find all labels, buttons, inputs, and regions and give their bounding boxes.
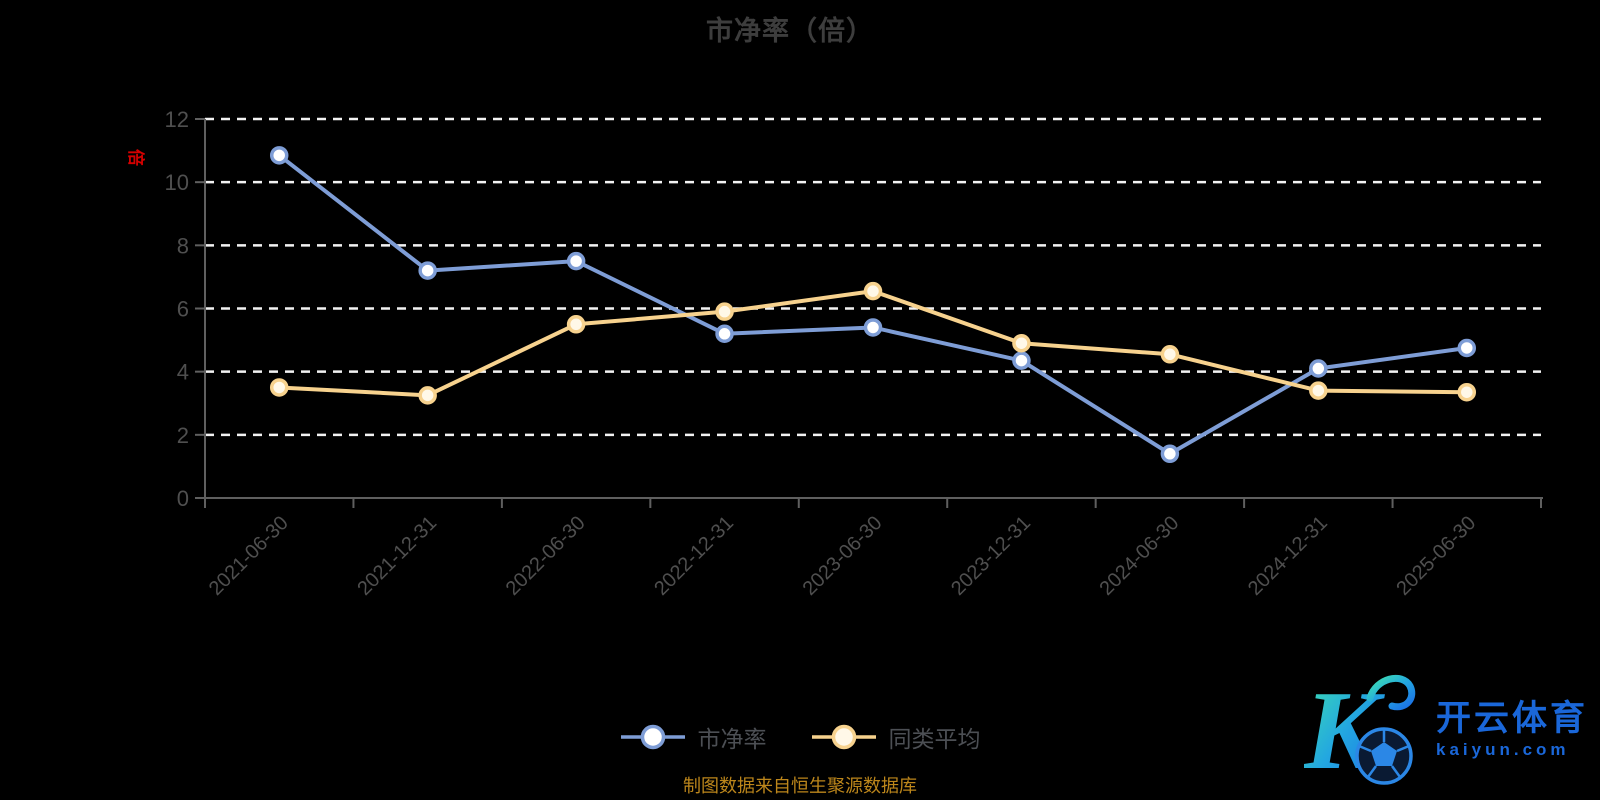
logo-swirl-icon xyxy=(1366,674,1416,711)
x-tick-label: 2022-12-31 xyxy=(650,512,738,600)
data-point-marker[interactable] xyxy=(715,302,734,321)
data-point-marker[interactable] xyxy=(1457,338,1477,358)
data-point-marker[interactable] xyxy=(269,378,289,397)
data-point-marker[interactable] xyxy=(418,386,437,405)
data-point-marker[interactable] xyxy=(863,281,883,301)
logo-domain: kaiyun.com xyxy=(1435,739,1570,759)
data-point-marker[interactable] xyxy=(715,324,734,344)
footer-data-source-note: 制图数据来自恒生聚源数据库 xyxy=(683,776,917,796)
data-point-marker[interactable] xyxy=(1160,345,1180,364)
soccer-ball-icon xyxy=(1355,727,1413,785)
data-point-marker[interactable] xyxy=(566,315,586,334)
y-tick-label: 8 xyxy=(177,233,189,258)
data-point-marker[interactable] xyxy=(566,251,586,271)
chart-title: 市净率（倍） xyxy=(706,16,874,46)
data-point-marker[interactable] xyxy=(1160,444,1180,464)
data-point-marker[interactable] xyxy=(863,318,883,337)
x-tick-label: 2021-12-31 xyxy=(353,512,441,600)
legend-label-pbr: 市净率 xyxy=(697,726,767,752)
logo-text-block: 开云体育 kaiyun.com xyxy=(1436,701,1588,758)
kaiyun-logo[interactable]: K 开云体育 kaiyun.com xyxy=(1304,666,1588,792)
data-point-marker[interactable] xyxy=(269,146,289,165)
data-point-marker[interactable] xyxy=(418,261,437,280)
series-line-0 xyxy=(277,153,1469,456)
x-tick-label: 2022-06-30 xyxy=(502,512,590,600)
x-tick-label: 2021-06-30 xyxy=(205,512,293,600)
legend-marker-pbr xyxy=(620,724,685,750)
kaiyun-logo-mark: K xyxy=(1304,669,1416,792)
y-tick-label: 10 xyxy=(165,170,189,195)
y-tick-label: 12 xyxy=(165,107,189,132)
x-tick-label: 2024-06-30 xyxy=(1096,512,1184,600)
y-tick-label: 4 xyxy=(177,360,189,385)
y-tick-label: 2 xyxy=(177,423,189,448)
x-tick-label: 2023-12-31 xyxy=(947,512,1035,600)
legend: 市净率 同类平均 xyxy=(0,720,1600,754)
series-line-1 xyxy=(277,289,1469,398)
x-tick-label: 2024-12-31 xyxy=(1244,512,1332,600)
logo-brand-name: 开云体育 xyxy=(1435,698,1588,738)
legend-label-peer-average: 同类平均 xyxy=(888,726,981,752)
data-point-marker[interactable] xyxy=(1457,382,1477,402)
data-point-marker[interactable] xyxy=(1309,381,1328,400)
data-point-marker[interactable] xyxy=(1012,333,1031,353)
legend-circle-icon xyxy=(831,724,856,750)
legend-item-pbr[interactable]: 市净率 xyxy=(620,720,767,754)
legend-marker-peer-average xyxy=(811,724,876,750)
data-point-marker[interactable] xyxy=(1012,351,1031,370)
legend-item-peer-average[interactable]: 同类平均 xyxy=(811,720,981,754)
data-point-marker[interactable] xyxy=(1309,359,1328,378)
y-tick-label: 6 xyxy=(177,297,189,322)
legend-circle-icon xyxy=(640,724,665,750)
x-tick-label: 2023-06-30 xyxy=(799,512,887,600)
y-tick-label: 0 xyxy=(177,486,189,511)
x-tick-label: 2025-06-30 xyxy=(1392,512,1480,600)
